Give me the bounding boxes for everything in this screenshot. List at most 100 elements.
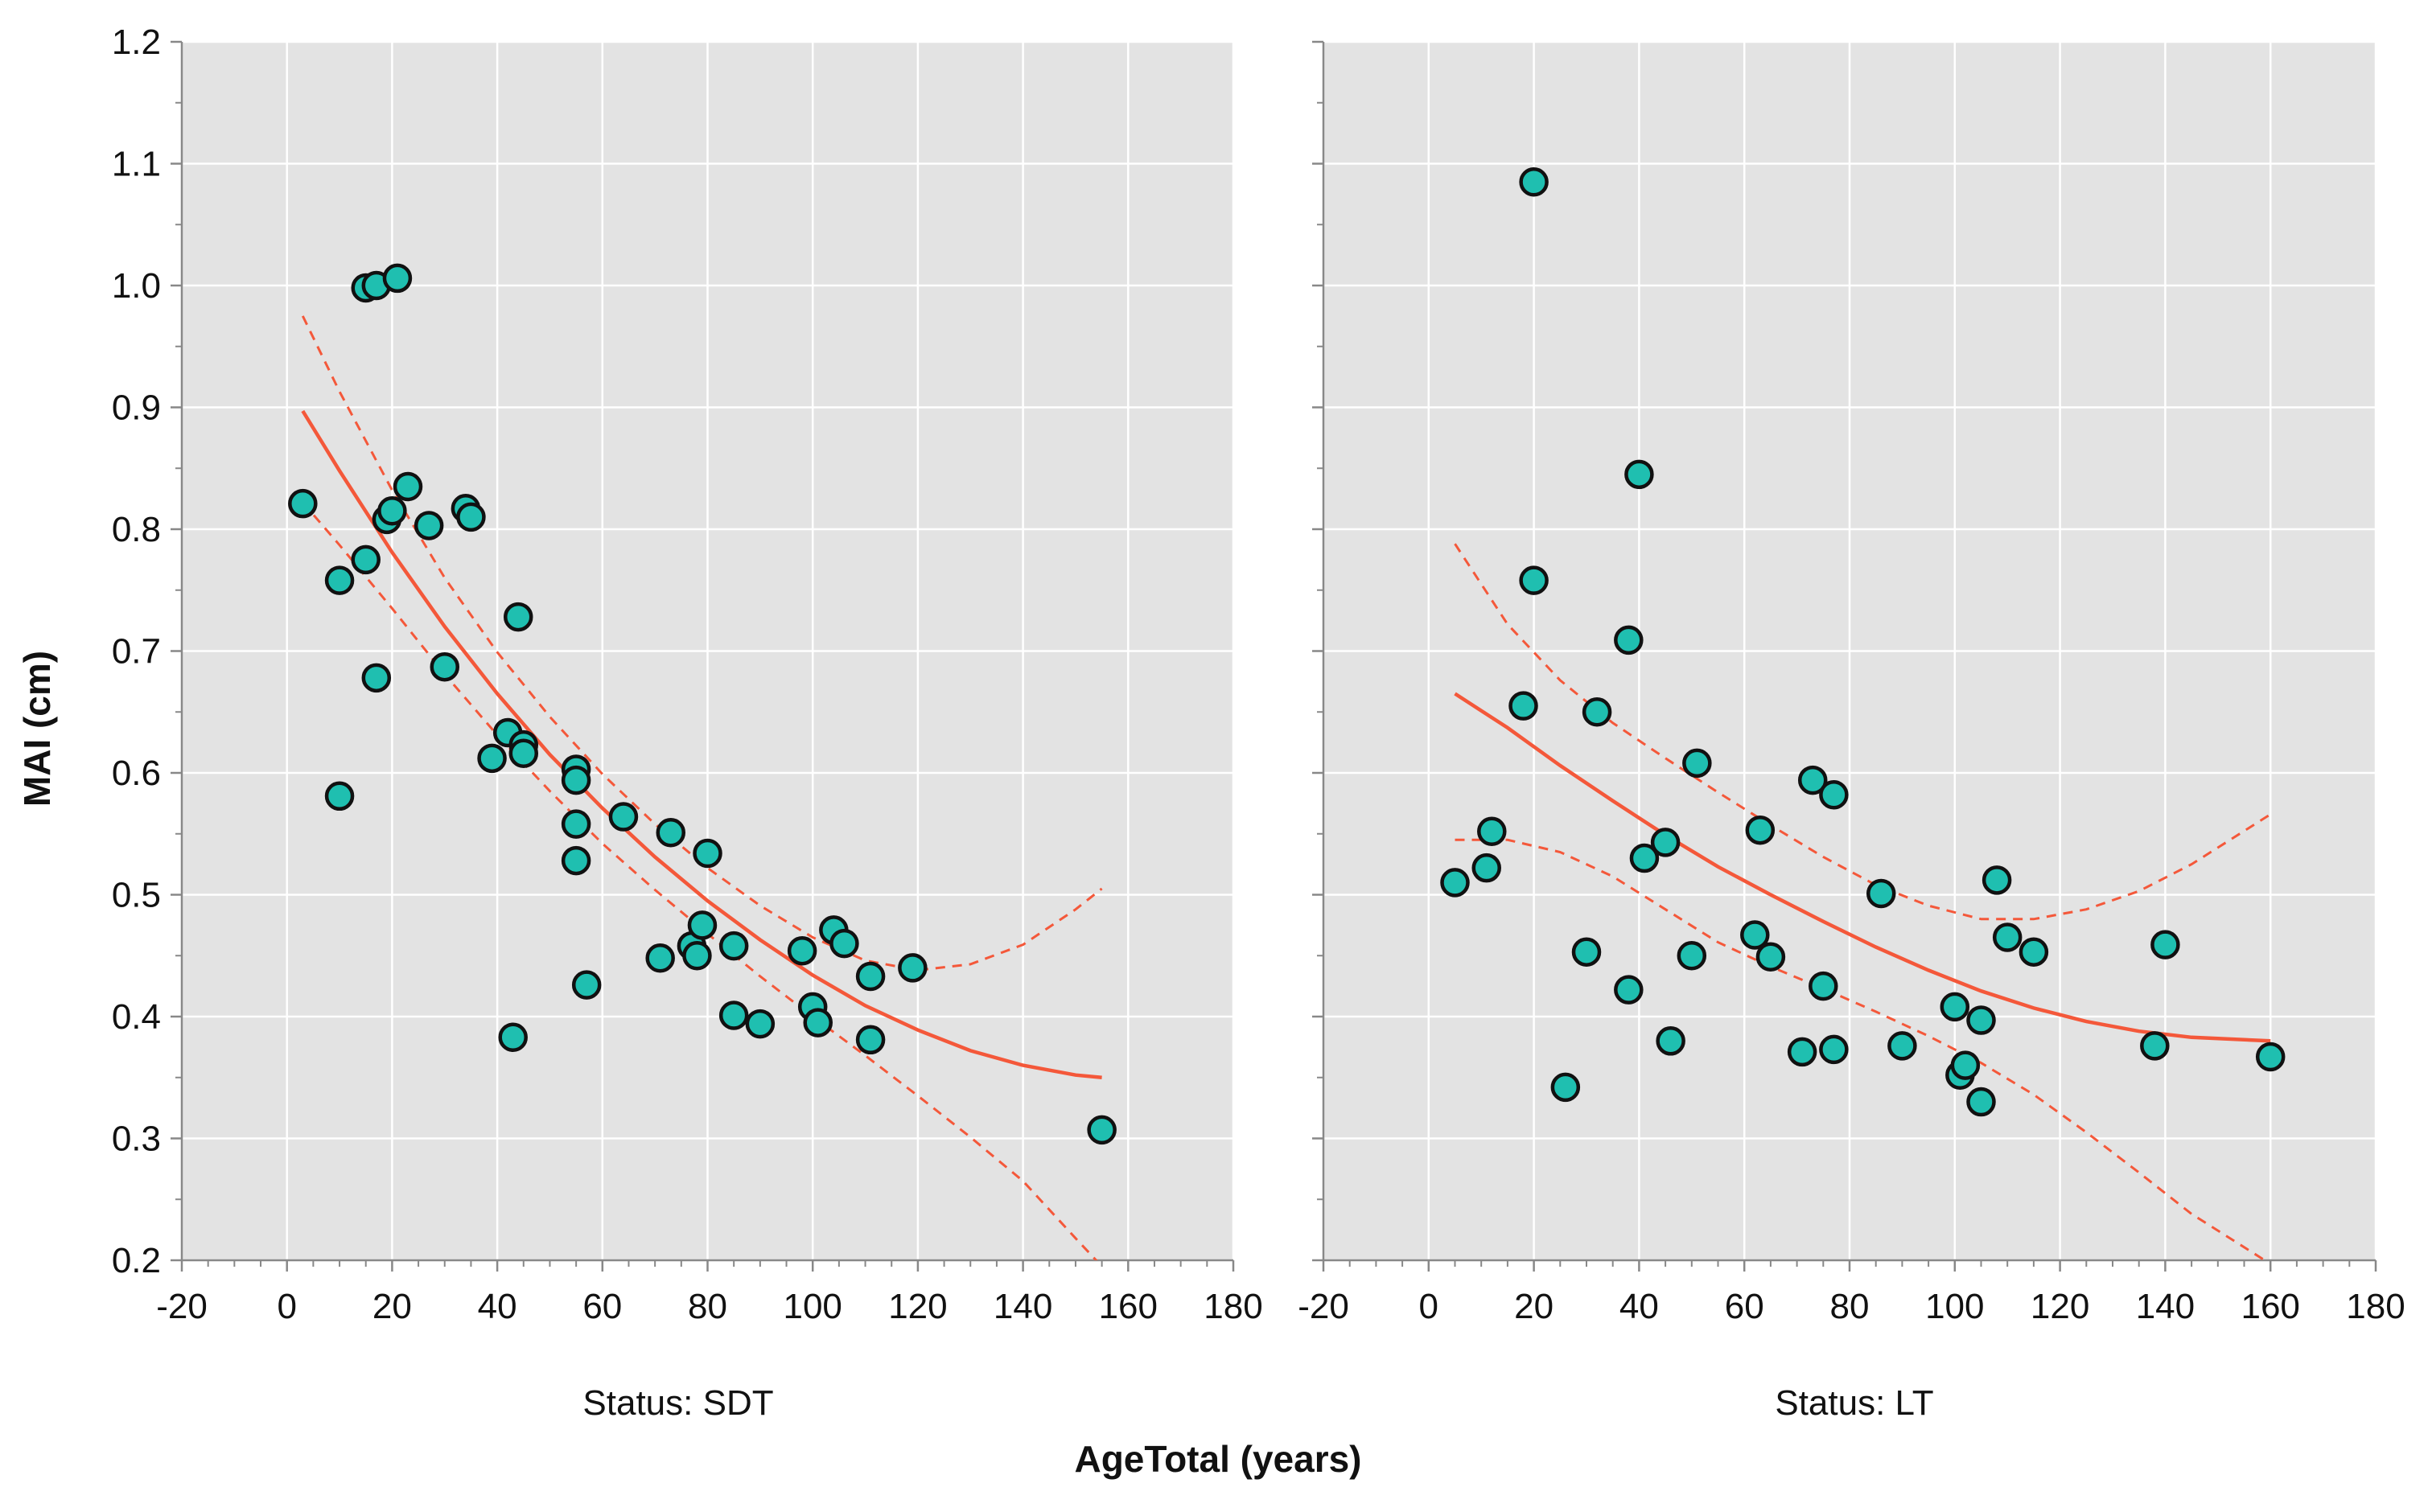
data-point bbox=[1819, 1034, 1849, 1065]
data-point bbox=[1650, 828, 1681, 857]
panel-sdt: 0.2 0.3 0.4 0.5 0.6 0.7 0.8 0.9 1.0 1.1 1.2 -20 0 20 4… bbox=[112, 23, 1263, 1326]
fit-line bbox=[1454, 692, 2271, 1043]
data-point bbox=[745, 1009, 776, 1039]
x-tick-label: 0 bbox=[277, 1287, 296, 1326]
data-point bbox=[1624, 459, 1654, 490]
data-point bbox=[718, 931, 749, 961]
data-point bbox=[1966, 1005, 1996, 1035]
data-point bbox=[324, 781, 355, 811]
data-point bbox=[1087, 1115, 1117, 1145]
data-point bbox=[1966, 1087, 1996, 1117]
data-point bbox=[2150, 930, 2180, 959]
x-tick-label: -20 bbox=[1298, 1287, 1349, 1326]
data-point bbox=[1582, 697, 1612, 727]
x-tick-label: 180 bbox=[2346, 1287, 2405, 1326]
data-point bbox=[608, 802, 639, 832]
data-point bbox=[477, 743, 507, 774]
data-point bbox=[718, 1000, 749, 1030]
y-tick-label: 0.7 bbox=[112, 632, 161, 672]
data-point bbox=[1950, 1050, 1981, 1080]
data-point bbox=[2019, 937, 2049, 967]
x-tick-label: 40 bbox=[1619, 1287, 1659, 1326]
y-axis-title: MAI (cm) bbox=[16, 651, 58, 807]
data-point bbox=[1477, 816, 1507, 846]
x-tick-label: 120 bbox=[888, 1287, 947, 1326]
data-point bbox=[393, 471, 423, 502]
x-tick-label: -20 bbox=[156, 1287, 208, 1326]
data-point bbox=[430, 651, 459, 682]
x-tick-label: 160 bbox=[1099, 1287, 1158, 1326]
data-point bbox=[803, 1008, 833, 1037]
y-tick-label: 1.2 bbox=[112, 23, 161, 62]
data-point bbox=[1809, 971, 1838, 1001]
data-point bbox=[561, 809, 591, 839]
data-point bbox=[1519, 166, 1549, 197]
data-point bbox=[1787, 1037, 1817, 1067]
x-tick-label: 40 bbox=[478, 1287, 517, 1326]
data-point bbox=[503, 602, 533, 632]
data-point bbox=[382, 263, 413, 294]
x-tick-label: 140 bbox=[994, 1287, 1052, 1326]
x-tick-label: 20 bbox=[372, 1287, 412, 1326]
data-point bbox=[1614, 975, 1644, 1005]
ci-lower-line bbox=[1455, 838, 2267, 1260]
data-point bbox=[1519, 565, 1549, 595]
data-point bbox=[1614, 625, 1644, 655]
x-tick-label: 100 bbox=[1925, 1287, 1984, 1326]
x-tick-label: 20 bbox=[1514, 1287, 1554, 1326]
data-point bbox=[1440, 868, 1470, 898]
y-tick-label: 1.0 bbox=[112, 266, 161, 306]
data-point bbox=[1571, 937, 1602, 967]
x-tick-label: 60 bbox=[1725, 1287, 1764, 1326]
data-point bbox=[508, 738, 539, 769]
data-point bbox=[351, 544, 381, 575]
data-point bbox=[288, 488, 318, 519]
data-point bbox=[1550, 1072, 1581, 1103]
data-point bbox=[829, 928, 859, 959]
data-point bbox=[1887, 1031, 1917, 1061]
x-tick-label: 0 bbox=[1419, 1287, 1438, 1326]
data-point bbox=[361, 663, 392, 693]
data-point bbox=[855, 1025, 886, 1055]
y-tick-label: 0.6 bbox=[112, 754, 161, 793]
data-point bbox=[855, 961, 886, 992]
data-point bbox=[561, 845, 591, 876]
data-point bbox=[1740, 920, 1770, 950]
x-tick-label: 80 bbox=[688, 1287, 727, 1326]
data-point bbox=[1629, 843, 1660, 873]
panel-lt: -20 0 20 40 60 80 100 120 140 160 180 bbox=[1298, 40, 2405, 1326]
data-point bbox=[1682, 748, 1712, 779]
data-point bbox=[2140, 1031, 2170, 1061]
data-point bbox=[898, 953, 928, 983]
data-point bbox=[414, 511, 444, 540]
data-point bbox=[1677, 941, 1707, 971]
data-point bbox=[377, 496, 407, 526]
x-tick-label: 120 bbox=[2031, 1287, 2089, 1326]
data-point bbox=[1940, 992, 1970, 1022]
data-point bbox=[561, 765, 591, 795]
data-point bbox=[2255, 1042, 2286, 1072]
x-tick-label: 100 bbox=[783, 1287, 842, 1326]
data-point bbox=[1981, 865, 2012, 895]
data-point bbox=[1992, 922, 2023, 952]
data-point bbox=[645, 943, 675, 973]
ci-upper-line bbox=[1454, 543, 2272, 921]
y-tick-label: 0.4 bbox=[112, 997, 161, 1037]
x-tick-label: 60 bbox=[582, 1287, 622, 1326]
data-point bbox=[1819, 780, 1849, 810]
data-point bbox=[1656, 1026, 1685, 1056]
data-point bbox=[687, 910, 718, 940]
x-tick-label: 80 bbox=[1830, 1287, 1870, 1326]
x-tick-label: 160 bbox=[2241, 1287, 2299, 1326]
y-tick-label: 0.9 bbox=[112, 388, 161, 428]
data-point bbox=[1471, 853, 1501, 883]
data-point bbox=[1755, 942, 1786, 972]
y-tick-label: 0.3 bbox=[112, 1120, 161, 1159]
data-point bbox=[1797, 765, 1828, 795]
x-tick-label: 140 bbox=[2136, 1287, 2195, 1326]
panel-label-lt: Status: LT bbox=[1775, 1383, 1933, 1423]
x-tick-label: 180 bbox=[1204, 1287, 1262, 1326]
data-point bbox=[682, 941, 712, 971]
